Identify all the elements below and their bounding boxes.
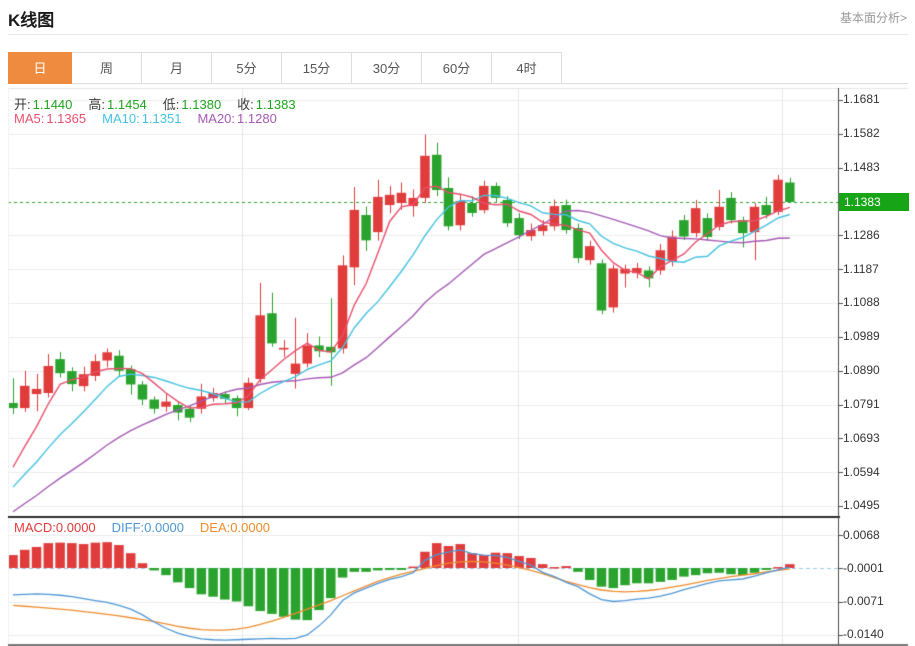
close-value: 1.1383 bbox=[255, 97, 296, 112]
diff-label: DIFF: bbox=[111, 520, 145, 535]
ma10-value: 1.1351 bbox=[141, 111, 182, 126]
price-axis-label: 1.1286 bbox=[843, 227, 880, 242]
ma5-label: MA5: bbox=[14, 111, 45, 126]
ma5-value: 1.1365 bbox=[46, 111, 87, 126]
ma10-label: MA10: bbox=[102, 111, 140, 126]
last-price-tag: 1.1383 bbox=[839, 193, 909, 211]
price-axis-label: 1.0791 bbox=[843, 397, 880, 412]
price-axis-label: 1.1681 bbox=[843, 92, 880, 107]
macd-label: MACD: bbox=[14, 520, 56, 535]
low-value: 1.1380 bbox=[181, 97, 222, 112]
open-value: 1.1440 bbox=[32, 97, 73, 112]
macd-axis-label: -0.0071 bbox=[843, 594, 884, 609]
price-axis-label: 1.1582 bbox=[843, 126, 880, 141]
open-label: 开: bbox=[14, 97, 31, 112]
price-axis-label: 1.1483 bbox=[843, 160, 880, 175]
macd-axis-label: 0.0068 bbox=[843, 527, 880, 542]
high-value: 1.1454 bbox=[107, 97, 147, 112]
low-label: 低: bbox=[162, 97, 180, 112]
dea-label: DEA: bbox=[199, 520, 231, 535]
price-axis-label: 1.0890 bbox=[843, 363, 880, 378]
macd-axis-label: -0.0001 bbox=[843, 560, 884, 575]
price-axis-label: 1.1088 bbox=[843, 295, 880, 310]
ma-row: MA5: 1.1365 MA10: 1.1351 MA20: 1.1280 bbox=[14, 111, 293, 126]
price-axis-label: 1.0989 bbox=[843, 329, 880, 344]
macd-row: MACD:0.0000 DIFF:0.0000 DEA:0.0000 bbox=[14, 520, 286, 535]
macd-value: 0.0000 bbox=[55, 520, 96, 535]
dea-value: 0.0000 bbox=[230, 520, 271, 535]
ma20-value: 1.1280 bbox=[237, 111, 277, 126]
diff-value: 0.0000 bbox=[144, 520, 184, 535]
ohlc-row: 开: 1.1440 高: 1.1454 低: 1.1380 收: 1.1383 bbox=[14, 94, 312, 113]
price-axis-label: 1.1187 bbox=[843, 261, 879, 276]
ma20-label: MA20: bbox=[197, 111, 236, 126]
price-axis-label: 1.0594 bbox=[843, 464, 880, 479]
high-label: 高: bbox=[88, 97, 106, 112]
price-axis-label: 1.0495 bbox=[843, 498, 880, 513]
close-label: 收: bbox=[237, 97, 254, 112]
price-axis-label: 1.0693 bbox=[843, 430, 880, 445]
macd-axis-label: -0.0140 bbox=[843, 627, 884, 642]
